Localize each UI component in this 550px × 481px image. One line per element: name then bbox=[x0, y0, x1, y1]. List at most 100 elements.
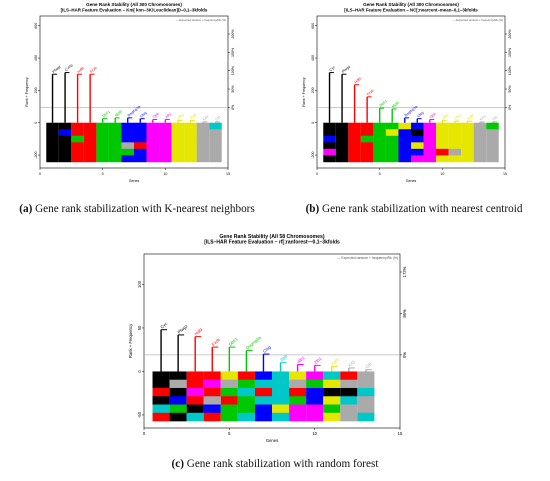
heatmap-cell bbox=[335, 129, 349, 137]
right-tick-label: 0% bbox=[508, 104, 512, 110]
chart-panel-b: Gene Rank Stability (All 300 Chromosomes… bbox=[283, 0, 545, 200]
heatmap-cell bbox=[254, 412, 272, 422]
heatmap-cell bbox=[306, 387, 324, 397]
gene-label: Kif3 bbox=[202, 115, 209, 122]
gene-label: Fgbr bbox=[330, 356, 340, 366]
heatmap-cell bbox=[46, 148, 59, 156]
y-axis-label: Rank + Frequency bbox=[25, 77, 29, 107]
heatmap-cell bbox=[348, 142, 361, 150]
heatmap-cell bbox=[121, 129, 134, 137]
chart-panel-c: Gene Rank Stability (All 58 Chromosomes)… bbox=[100, 232, 450, 450]
heatmap-cell bbox=[220, 387, 238, 397]
heatmap-cell bbox=[152, 396, 170, 405]
heatmap-cell bbox=[289, 412, 307, 422]
x-tick-label: 0 bbox=[143, 431, 146, 436]
caption-a-label: (a) bbox=[19, 203, 33, 215]
x-tick-label: 15 bbox=[226, 172, 230, 176]
legend-text: — Expected random + frequency/Rk (%) bbox=[176, 18, 226, 22]
heatmap-cell bbox=[171, 122, 185, 130]
right-tick-label: 100% bbox=[508, 65, 512, 75]
heatmap-cell bbox=[203, 404, 221, 414]
heatmap-cell bbox=[196, 129, 210, 137]
heatmap-cell bbox=[209, 122, 222, 130]
heatmap-cell bbox=[152, 387, 170, 397]
heatmap-cell bbox=[159, 129, 172, 137]
gene-label: Pfwgz bbox=[341, 64, 351, 73]
heatmap-cell bbox=[357, 396, 375, 405]
heatmap-cell bbox=[411, 142, 424, 150]
heatmap-cell bbox=[203, 387, 221, 397]
right-tick-label: 200% bbox=[231, 29, 235, 39]
heatmap-cell bbox=[385, 135, 399, 143]
heatmap-cell bbox=[385, 129, 399, 137]
gene-label: DbF1 bbox=[379, 99, 388, 108]
heatmap-cell bbox=[237, 396, 255, 405]
x-tick-label: 5 bbox=[228, 431, 231, 436]
heatmap-cell bbox=[121, 148, 134, 156]
heatmap-cell bbox=[134, 142, 147, 150]
heatmap-cell bbox=[83, 129, 97, 137]
right-tick-label: 50% bbox=[508, 85, 512, 93]
y-tick-label: 0 bbox=[34, 122, 38, 124]
heatmap-cell bbox=[423, 142, 437, 150]
heatmap-cell bbox=[254, 396, 272, 405]
gene-label: Hdl9 bbox=[77, 66, 85, 74]
heatmap-cell bbox=[169, 379, 187, 389]
chart-subtitle: [ILS–HAR Feature Evaluation – Km[ knn–3K… bbox=[61, 8, 208, 13]
heatmap-cell bbox=[357, 404, 375, 414]
heatmap-cell bbox=[108, 142, 122, 150]
heatmap-cell bbox=[473, 135, 487, 143]
heatmap-cell bbox=[461, 142, 474, 150]
y-tick-label: 50 bbox=[137, 325, 142, 330]
heatmap-cell bbox=[335, 155, 349, 163]
chart-title: Gene Rank Stability (All 300 Chromosomes… bbox=[86, 2, 182, 7]
heatmap-cell bbox=[348, 129, 361, 137]
heatmap-cell bbox=[272, 396, 290, 405]
heatmap-cell bbox=[203, 371, 221, 381]
heatmap-cell bbox=[411, 135, 424, 143]
heatmap-cell bbox=[46, 122, 59, 130]
heatmap-cell bbox=[71, 122, 84, 130]
heatmap-cell bbox=[146, 148, 160, 156]
right-tick-label: 200% bbox=[508, 29, 512, 39]
heatmap-cell bbox=[83, 122, 97, 130]
y-tick-label: 400 bbox=[311, 55, 315, 61]
gene-label: Dsgmg3a bbox=[245, 335, 262, 351]
heatmap-cell bbox=[171, 129, 185, 137]
heatmap-cell bbox=[486, 142, 499, 150]
gene-label: Kif3 bbox=[347, 359, 356, 368]
right-tick-label: 172% bbox=[402, 266, 407, 277]
heatmap-cell bbox=[360, 129, 374, 137]
gene-label: Ctb bbox=[492, 115, 499, 122]
heatmap-cell bbox=[448, 148, 462, 156]
heatmap-cell bbox=[58, 135, 72, 143]
heatmap-cell bbox=[398, 129, 411, 137]
heatmap-cell bbox=[448, 129, 462, 137]
heatmap-cell bbox=[398, 148, 411, 156]
heatmap-cell bbox=[146, 142, 160, 150]
heatmap-cell bbox=[152, 404, 170, 414]
heatmap-cell bbox=[196, 142, 210, 150]
gene-label: Ctsg bbox=[139, 111, 147, 119]
heatmap-cell bbox=[360, 122, 374, 130]
y-axis-label: Rank + Frequency bbox=[302, 77, 306, 107]
heatmap-cell bbox=[473, 148, 487, 156]
x-tick-label: 15 bbox=[398, 431, 403, 436]
heatmap-cell bbox=[423, 122, 437, 130]
heatmap-cell bbox=[171, 142, 185, 150]
heatmap-cell bbox=[152, 371, 170, 381]
heatmap-cell bbox=[71, 155, 84, 163]
heatmap-cell bbox=[340, 371, 358, 381]
heatmap-cell bbox=[209, 135, 222, 143]
y-axis-label: Rank + Frequency bbox=[128, 323, 133, 358]
heatmap-cell bbox=[423, 129, 437, 137]
heatmap-cell bbox=[254, 371, 272, 381]
heatmap-cell bbox=[323, 155, 336, 163]
heatmap-cell bbox=[169, 396, 187, 405]
y-tick-label: 600 bbox=[34, 23, 38, 29]
heatmap-cell bbox=[209, 142, 222, 150]
heatmap-cell bbox=[152, 379, 170, 389]
heatmap-cell bbox=[134, 148, 147, 156]
heatmap-cell bbox=[203, 396, 221, 405]
heatmap-cell bbox=[272, 379, 290, 389]
